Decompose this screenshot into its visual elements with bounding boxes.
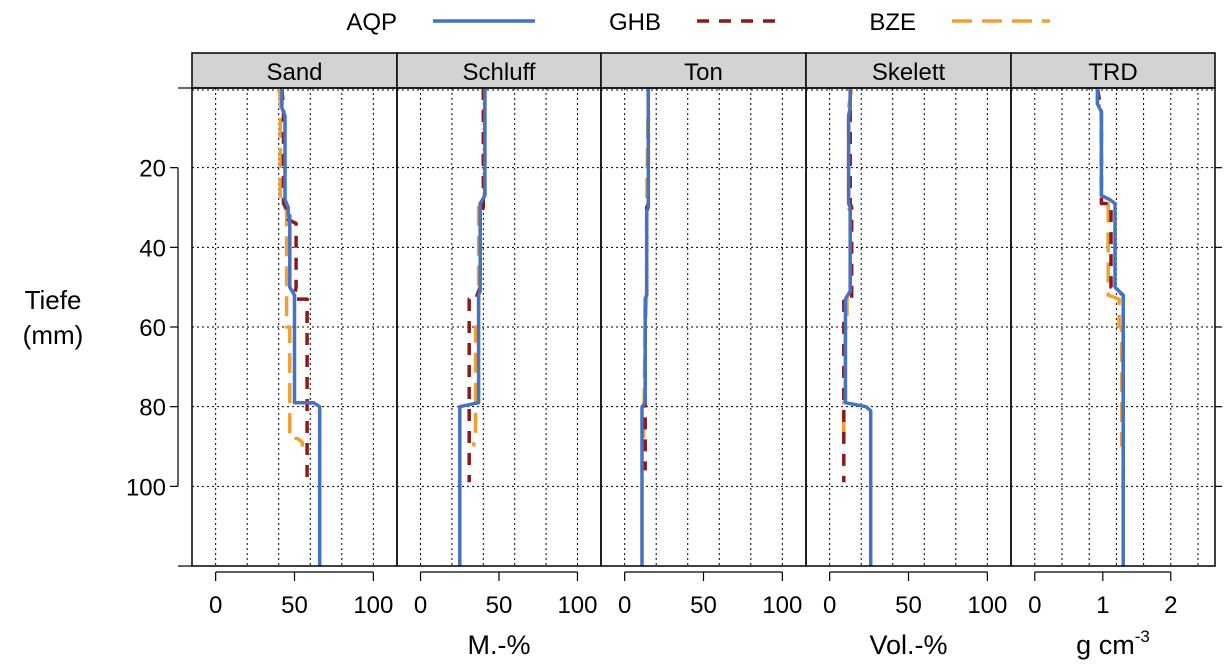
series-aqp-ton [640, 88, 651, 566]
legend: AQP GHB BZE [346, 9, 1050, 36]
panel-trd: TRD [1010, 52, 1216, 567]
series-bze-sand [276, 87, 305, 447]
x-axes: 0 50 100 0 50 100 0 50 100 0 50 100 0 1 2 [209, 571, 1177, 619]
panels: Sand Schluff Ton Skelett TRD [191, 52, 1216, 567]
strip-label-sand: Sand [266, 59, 322, 86]
x-tick-label: 100 [967, 592, 1007, 619]
x-tick-label: 100 [762, 592, 802, 619]
y-tick-label: 40 [139, 235, 166, 262]
series-aqp-skelett [843, 88, 873, 566]
legend-label-aqp: AQP [346, 9, 397, 36]
legend-label-bze: BZE [869, 9, 916, 36]
y-tick-label: 60 [139, 315, 166, 342]
strip-label-ton: Ton [684, 59, 723, 86]
panel-ton: Ton [600, 52, 807, 567]
y-tick-label: 80 [139, 395, 166, 422]
x-tick-label: 0 [618, 592, 631, 619]
y-tick-label: 20 [139, 156, 166, 183]
x-tick-label: 0 [1028, 592, 1041, 619]
x-tick-label: 2 [1164, 592, 1177, 619]
strip-label-schluff: Schluff [463, 59, 536, 86]
x-unit-labels: M.-% Vol.-% g cm-3 [468, 627, 1150, 660]
strip-label-skelett: Skelett [872, 59, 946, 86]
y-axis-label-line2: (mm) [23, 320, 84, 350]
x-unit-label-2: g cm-3 [1076, 627, 1150, 660]
x-unit-label-1: Vol.-% [869, 630, 947, 660]
series-aqp-sand [280, 88, 322, 566]
x-tick-label: 50 [895, 592, 922, 619]
strip-label-trd: TRD [1088, 59, 1137, 86]
x-unit-label-text: g cm [1076, 630, 1135, 660]
x-tick-label: 100 [557, 592, 597, 619]
panel-skelett: Skelett [805, 52, 1012, 567]
panel-sand: Sand [191, 52, 398, 567]
x-tick-label: 1 [1096, 592, 1109, 619]
x-unit-label-0: M.-% [468, 630, 531, 660]
y-axis-label-line1: Tiefe [25, 285, 82, 315]
series-aqp-trd [1095, 88, 1125, 566]
panel-border-trd [1010, 87, 1216, 567]
x-unit-label-text: M.-% [468, 630, 531, 660]
y-axis-label: Tiefe (mm) [23, 285, 84, 350]
strip-skelett [805, 52, 1012, 89]
x-tick-label: 50 [690, 592, 717, 619]
x-tick-label: 0 [209, 592, 222, 619]
y-tick-label: 100 [126, 474, 166, 501]
x-tick-label: 50 [486, 592, 513, 619]
x-tick-label: 50 [281, 592, 308, 619]
panel-schluff: Schluff [396, 52, 602, 567]
x-tick-label: 0 [414, 592, 427, 619]
x-tick-label: 100 [353, 592, 393, 619]
series-ghb-sand [280, 87, 309, 487]
legend-label-ghb: GHB [609, 9, 661, 36]
x-tick-label: 0 [823, 592, 836, 619]
series-aqp-schluff [458, 88, 487, 566]
y-axis: 20 40 60 80 100 [126, 87, 1222, 567]
x-unit-label-sup: -3 [1135, 627, 1150, 646]
x-unit-label-text: Vol.-% [869, 630, 947, 660]
